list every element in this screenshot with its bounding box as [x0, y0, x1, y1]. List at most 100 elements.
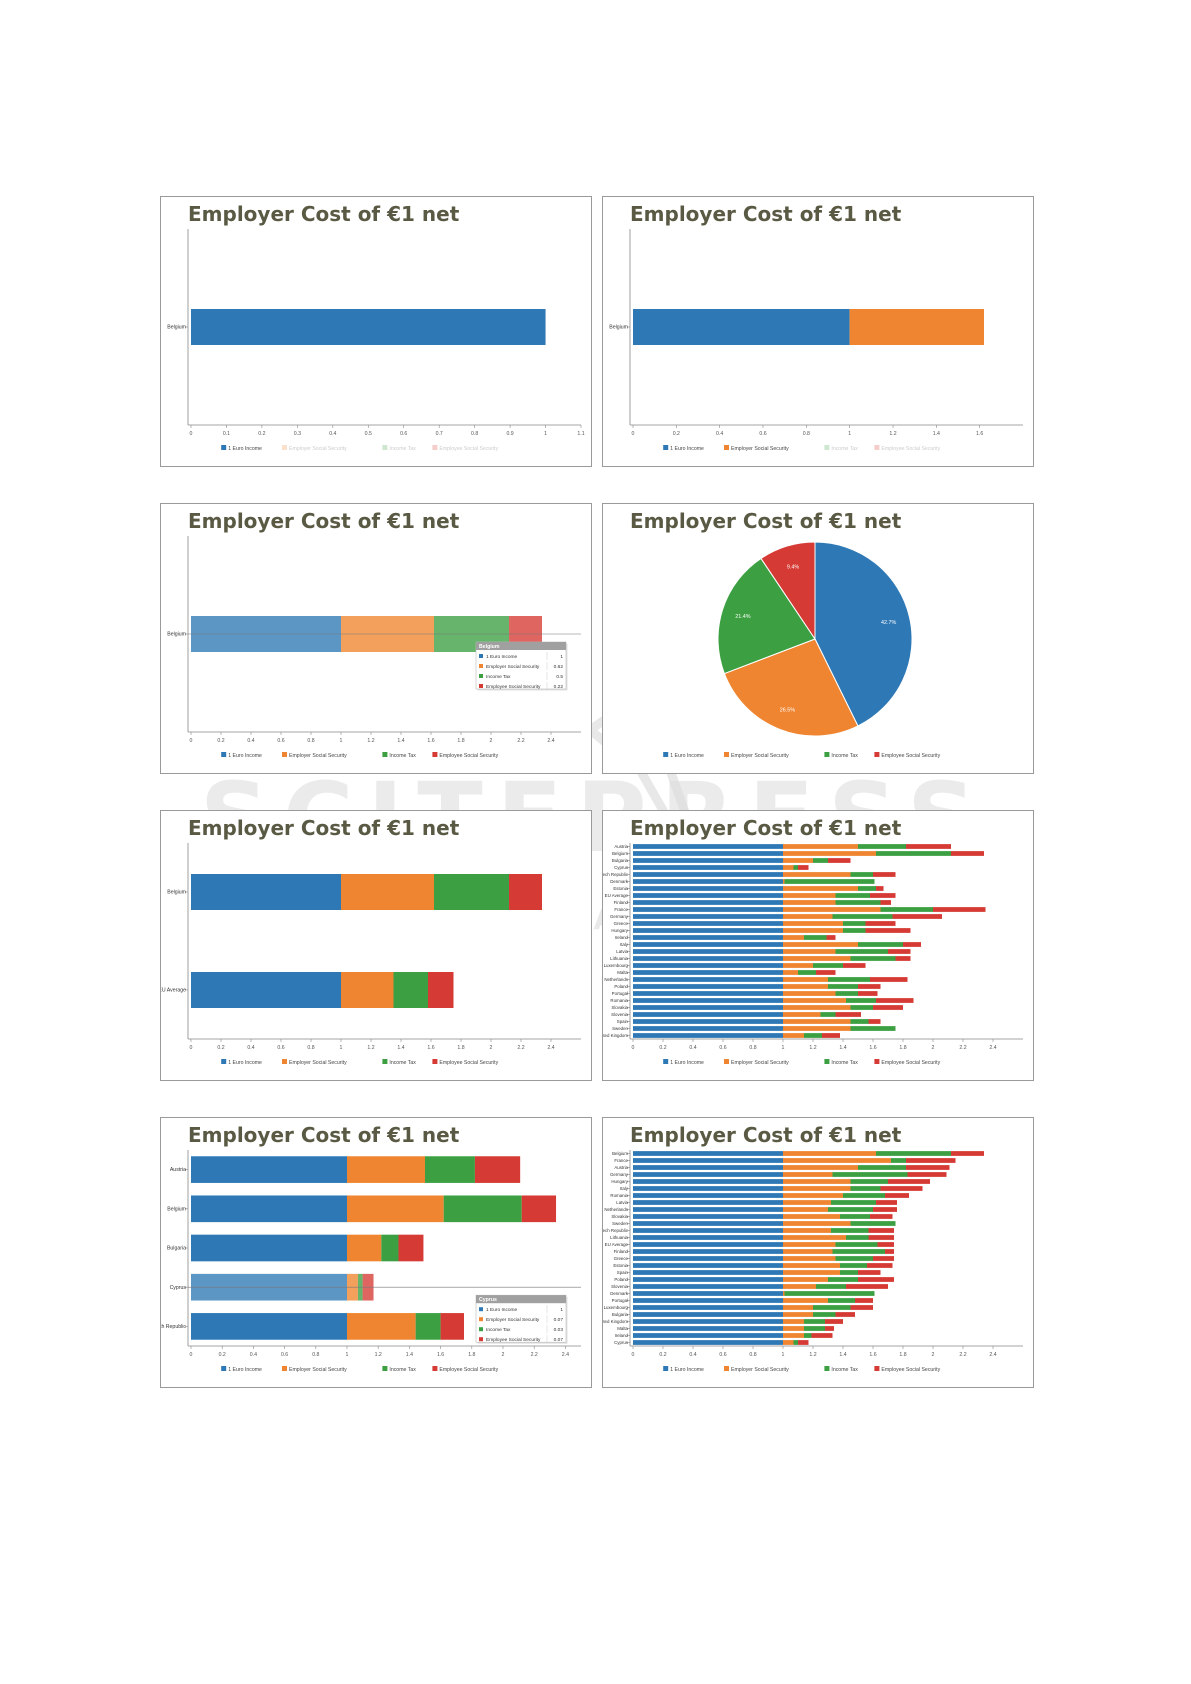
bar-segment: [783, 1186, 851, 1191]
bar-segment: [783, 1165, 858, 1170]
category-label: Portugal: [612, 991, 628, 996]
x-tick-label: 2.2: [531, 1352, 538, 1358]
legend-label: 1 Euro Income: [228, 446, 262, 452]
x-tick-label: 1: [782, 1045, 785, 1051]
x-tick-label: 1.8: [899, 1352, 906, 1358]
bar-segment: [191, 972, 341, 1008]
legend-swatch: [432, 445, 438, 450]
bar-segment: [783, 1193, 843, 1198]
bar-segment: [633, 1033, 783, 1038]
category-label: Slovenia: [611, 1012, 628, 1017]
x-tick-label: 1.8: [457, 738, 464, 744]
x-tick-label: 1.2: [367, 738, 374, 744]
bar-segment: [783, 1151, 876, 1156]
bar-segment: [633, 998, 783, 1003]
bar-segment: [804, 1033, 822, 1038]
pie-slice: [723, 638, 859, 737]
bar-segment: [835, 900, 881, 905]
category-label: United Kingdom: [603, 1033, 628, 1038]
bar-segment: [783, 991, 836, 996]
bar-segment: [867, 1263, 893, 1268]
bar-segment: [906, 1165, 950, 1170]
chart-panel-p7: Employer Cost of €1 net 0 0.2 0.4 0.6 0.8 1 1.…: [160, 1117, 592, 1388]
bar-segment: [191, 1156, 347, 1183]
bar-segment: [633, 1326, 783, 1331]
pie-slice: [717, 557, 816, 675]
bar-segment: [783, 1033, 804, 1038]
bar-segment: [846, 998, 876, 1003]
bar-segment: [783, 1179, 851, 1184]
x-tick-label: 1.6: [869, 1045, 876, 1051]
tooltip-value: 1: [560, 654, 563, 660]
x-tick-label: 1.6: [437, 1352, 444, 1358]
bar-segment: [906, 1158, 956, 1163]
x-tick-label: 1.4: [406, 1352, 413, 1358]
x-tick-label: 2: [502, 1352, 505, 1358]
x-tick-label: 0.8: [471, 431, 478, 437]
x-tick-label: 1.2: [809, 1352, 816, 1358]
bar-segment: [425, 1156, 475, 1183]
legend-label: Employer Social Security: [289, 1060, 347, 1066]
legend-swatch: [663, 445, 669, 450]
bar-segment: [633, 1312, 783, 1317]
bar-segment: [393, 972, 428, 1008]
chart-panel-p6: Employer Cost of €1 net 0 0.2 0.4 0.6 0.8 1 1.…: [602, 810, 1034, 1081]
bar-segment: [633, 1298, 783, 1303]
bar-segment: [783, 1200, 831, 1205]
x-tick-label: 0: [190, 431, 193, 437]
x-tick-label: 0.8: [803, 431, 810, 437]
category-label: Slovakia: [611, 1005, 628, 1010]
bar-segment: [850, 1019, 869, 1024]
legend-label: Income Tax: [389, 1367, 416, 1373]
category-label: Latvia: [616, 1200, 628, 1205]
bar-segment: [783, 900, 836, 905]
bar-segment: [850, 1005, 873, 1010]
tooltip-title: Belgium: [479, 644, 500, 650]
bar-segment: [880, 907, 933, 912]
bar-segment: [633, 1151, 783, 1156]
bar-segment: [813, 1312, 836, 1317]
bar-segment: [858, 991, 878, 996]
x-tick-label: 1.2: [809, 1045, 816, 1051]
tooltip-label: Employee Social Security: [486, 1337, 541, 1343]
legend-label: Employer Social Security: [731, 1367, 789, 1373]
bar-segment: [633, 1179, 783, 1184]
legend-swatch: [724, 1366, 729, 1371]
bar-segment: [633, 1221, 783, 1226]
bar-segment: [191, 1313, 347, 1340]
x-tick-label: 0.6: [719, 1352, 726, 1358]
category-label: Austria: [614, 1165, 628, 1170]
bar-segment: [858, 886, 876, 891]
bar-segment: [868, 1235, 894, 1240]
category-label: France: [614, 907, 628, 912]
bar-segment: [440, 1313, 464, 1340]
legend-label: Income Tax: [831, 446, 858, 452]
bar-segment: [832, 914, 893, 919]
bar-segment: [903, 942, 921, 947]
x-tick-label: 0.6: [759, 431, 766, 437]
bar-segment: [858, 1165, 906, 1170]
bar-segment: [858, 942, 903, 947]
category-label: Austria: [170, 1167, 186, 1173]
bar-segment: [783, 998, 846, 1003]
bar-segment: [191, 309, 546, 345]
bar-segment: [858, 1277, 894, 1282]
tooltip-value: 0.03: [554, 1327, 564, 1333]
bar-segment: [907, 1172, 947, 1177]
category-label: EU Average: [605, 1242, 629, 1247]
tooltip-label: Employee Social Security: [486, 684, 541, 690]
legend-swatch: [724, 752, 729, 757]
x-tick-label: 1.8: [899, 1045, 906, 1051]
bar-segment: [840, 1263, 867, 1268]
bar-segment: [783, 1221, 851, 1226]
legend-swatch: [282, 1366, 287, 1371]
tooltip-swatch: [479, 1327, 483, 1332]
bar-segment: [633, 1207, 783, 1212]
x-tick-label: 0: [190, 1352, 193, 1358]
bar-segment: [783, 935, 804, 940]
bar-segment: [858, 984, 881, 989]
bar-segment: [633, 928, 783, 933]
bar-segment: [633, 858, 783, 863]
bar-segment: [783, 942, 858, 947]
x-tick-label: 0.1: [223, 431, 230, 437]
